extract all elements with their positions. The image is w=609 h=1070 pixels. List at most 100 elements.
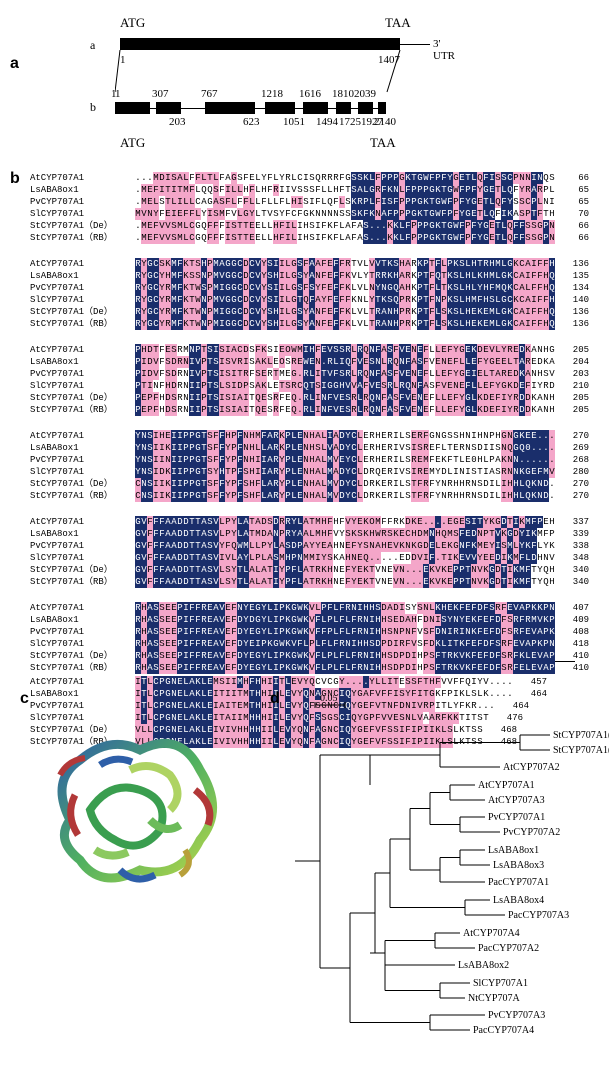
seq-content: GVFFFAADDTTASVLSYTLALATIYPFLATRKHNEFYEKT… — [135, 564, 555, 576]
seq-end-num: 337 — [559, 516, 589, 528]
seq-content: CNSIIKIIPPGTSFFYPFSHFLARYPLENHALMVDYCLDR… — [135, 478, 555, 490]
panel-d: d 0.05 StCYP707A1( De)StCYP707A1( RB)AtC… — [270, 690, 609, 1070]
exon-3 — [265, 102, 295, 114]
seq-content: YNSIHEIIPPGTSFFHPFNHMFARKPLENHALIADYCLER… — [135, 430, 555, 442]
seq-content: RYGCYHMFKSSNPMVGGCDCVYSHILGSYANFEFFKVLYT… — [135, 270, 555, 282]
seq-content: PTINFHDRNIIPTSLSIDPSAKLETSRCQTSIGGHVVAFV… — [135, 380, 555, 392]
seq-end-num: 270 — [559, 490, 589, 502]
seq-content: RYGCSKMFKTSHPMAGGCDCVYSIILGSFAAFEFFRTVLV… — [135, 258, 555, 270]
seq-end-num: 65 — [559, 196, 589, 208]
utr-label: 3' UTR — [433, 38, 455, 62]
seq-content: PEPFHDSRNIIPTSISIAITQESRFEQ.RLINFVESRLRQ… — [135, 392, 555, 404]
seq-row: PvCYP707A1YNSIINIIPPGTSFFYPFNHIIARYPLENH… — [30, 454, 599, 466]
exon-top-6: 2039 — [354, 88, 376, 100]
seq-name: LsABA8ox1 — [30, 270, 135, 282]
seq-content: .MEFVVSMLCGQFFFISTTEELLHFILIHSIFKFLAFAS.… — [135, 232, 555, 244]
alignment-block-3: AtCYP707A1YNSIHEIIPPGTSFFHPFNHMFARKPLENH… — [30, 430, 599, 502]
seq-row: AtCYP707A1PHDTFESRMNPTSISIACDSFKSIEOWMIH… — [30, 344, 599, 356]
seq-row: LsABA8ox1YNSIIKIIPPGTSFFYPFNHLLARKPLENHS… — [30, 442, 599, 454]
seq-row: PvCYP707A1RYGCYRMFKTWSPMIGGCDCVYSIILGSFS… — [30, 282, 599, 294]
seq-row: StCYP707A1（RB）CNSIIKIIPPGTSFFYPFSHFLARYP… — [30, 490, 599, 502]
seq-name: AtCYP707A1 — [30, 258, 135, 270]
exon-top-0: 1 — [111, 88, 117, 100]
seq-end-num: 210 — [559, 380, 589, 392]
seq-row: SlCYP707A1PTINFHDRNIIPTSLSIDPSAKLETSRCQT… — [30, 380, 599, 392]
panel-b: b AtCYP707A1...MDISALFFLTLFAGSFELYFLYRLC… — [10, 170, 599, 736]
tree-leaf-2: AtCYP707A2 — [503, 762, 560, 773]
seq-row: StCYP707A1（De）GVFFFAADDTTASVLSYTLALATIYP… — [30, 564, 599, 576]
seq-content: YNSIDKIIPPGTSYHTPFSHIIARYPLENHALMADYCLDR… — [135, 466, 555, 478]
seq-row: LsABA8ox1RYGCYHMFKSSNPMVGGCDCVYSHILGSYAN… — [30, 270, 599, 282]
seq-row: StCYP707A1（De）CNSIIKIIPPGTSFFYPFSHFLARYP… — [30, 478, 599, 490]
seq-row: AtCYP707A1GVFFFAADDTTASVLPYLATADSDRRYLAT… — [30, 516, 599, 528]
seq-name: SlCYP707A1 — [30, 208, 135, 220]
seq-name: PvCYP707A1 — [30, 282, 135, 294]
seq-name: LsABA8ox1 — [30, 184, 135, 196]
seq-row: StCYP707A1（RB）GVFFFAADDTTASVLSYTLALATIYP… — [30, 576, 599, 588]
seq-row: PvCYP707A1PIDVFSDRNIVPTSISITRFSERTMEG.RL… — [30, 368, 599, 380]
atg-top: ATG — [120, 15, 145, 31]
tree-leaf-12: AtCYP707A4 — [463, 928, 520, 939]
seq-row: LsABA8ox1.MEFITITMFLQQSFILLHFLHFRIIVSSSF… — [30, 184, 599, 196]
seq-end-num: 203 — [559, 368, 589, 380]
tree-leaf-18: PacCYP707A4 — [473, 1025, 534, 1036]
seq-name: PvCYP707A1 — [30, 196, 135, 208]
panel-a-label: a — [10, 55, 19, 73]
exon-top-1: 307 — [152, 88, 169, 100]
seq-content: ...MDISALFFLTLFAGSFELYFLYRLCISQRRRFGSSKL… — [135, 172, 555, 184]
tree-leaf-9: PacCYP707A1 — [488, 877, 549, 888]
exon-1 — [156, 102, 181, 114]
seq-content: RHASSEEPIFFREAVEFDYEGYLIPKGWKVFLPLFLFRNI… — [135, 662, 555, 674]
seq-content: RYGCYRMFKTWNPMIGGCDCVYSHILGSYANFEFFKLVLT… — [135, 318, 555, 330]
tree-leaf-4: AtCYP707A3 — [488, 795, 545, 806]
seq-name: StCYP707A1（De） — [30, 564, 135, 576]
seq-content: GVFFFAADDTTASVIVLAYLPLASMHPNMMIYSKAHNEQ.… — [135, 552, 555, 564]
exon-bot-7: 2140 — [374, 116, 396, 128]
seq-end-num: 135 — [559, 270, 589, 282]
exon-6 — [358, 102, 373, 114]
seq-row: LsABA8ox1RHASSEEPIFFREAVEFDYDGYLIPKGWKVF… — [30, 614, 599, 626]
alignment-block-2: AtCYP707A1PHDTFESRMNPTSISIACDSFKSIEOWMIH… — [30, 344, 599, 416]
cds-bar-a — [120, 38, 400, 50]
panel-b-label: b — [10, 170, 20, 188]
seq-row: SlCYP707A1RYGCYRMFKTWNPMVGGCDCVYSIILGTQF… — [30, 294, 599, 306]
exon-4 — [303, 102, 328, 114]
exon-7 — [378, 102, 386, 114]
alignment-block-5: AtCYP707A1RHASSEEPIFFREAVEFNYEGYLIPKGWKV… — [30, 602, 599, 662]
seq-row: StCYP707A1（RB）.MEFVVSMLCGQFFFISTTEELLHFI… — [30, 232, 599, 244]
tree-leaf-8: LsABA8ox3 — [493, 860, 544, 871]
seq-row: AtCYP707A1YNSIHEIIPPGTSFFHPFNHMFARKPLENH… — [30, 430, 599, 442]
seq-name: SlCYP707A1 — [30, 380, 135, 392]
seq-name: StCYP707A1（De） — [30, 306, 135, 318]
seq-name: AtCYP707A1 — [30, 516, 135, 528]
tree-leaf-17: PvCYP707A3 — [488, 1010, 545, 1021]
seq-end-num: 280 — [559, 466, 589, 478]
exon-bot-4: 1494 — [316, 116, 338, 128]
seq-content: RYGCYRMFKTWNPMIGGCDCVYSHILGSYANFEFFKLVLT… — [135, 306, 555, 318]
seq-name: PvCYP707A1 — [30, 626, 135, 638]
tree-leaf-16: NtCYP707A — [468, 993, 520, 1004]
seq-end-num: 205 — [559, 344, 589, 356]
seq-end-num: 66 — [559, 172, 589, 184]
seq-content: GVFFFAADDTTASVYFQWMLLPYLASDPAYYEAHNEFYSN… — [135, 540, 555, 552]
seq-row: AtCYP707A1ITLCPGNELAKLEMSIIMHFHHIITLEVYQ… — [30, 676, 599, 688]
seq-end-num: 66 — [559, 220, 589, 232]
seq-content: PIDVFSDRNIVPTSISVRISAKLEOSREWEN.RLIQFVES… — [135, 356, 555, 368]
alignment-block-0: AtCYP707A1...MDISALFFLTLFAGSFELYFLYRLCIS… — [30, 172, 599, 244]
sub-b: b — [90, 100, 96, 115]
seq-name: StCYP707A1（De） — [30, 478, 135, 490]
seq-content: GVFFFAADDTTASVLPYLATMDANPRYAALMHFVYSKSKH… — [135, 528, 555, 540]
seq-name: StCYP707A1（RB） — [30, 576, 135, 588]
seq-row: SlCYP707A1MVNYFEIEFFLYISMFVLGYLTVSYFCFGK… — [30, 208, 599, 220]
seq-end-num: 268 — [559, 454, 589, 466]
seq-name: StCYP707A1（RB） — [30, 232, 135, 244]
seq-end-num: 205 — [559, 404, 589, 416]
seq-row: AtCYP707A1RHASSEEPIFFREAVEFNYEGYLIPKGWKV… — [30, 602, 599, 614]
alignment-block-4: AtCYP707A1GVFFFAADDTTASVLPYLATADSDRRYLAT… — [30, 516, 599, 588]
seq-row: StCYP707A1（RB）RHASSEEPIFFREAVEFDYEGYLIPK… — [30, 662, 599, 674]
seq-content: ITLCPGNELAKLEMSIIMHFHHIITLEVYQCVCGY....Y… — [135, 676, 513, 688]
tree-leaf-3: AtCYP707A1 — [478, 780, 535, 791]
exon-2 — [205, 102, 255, 114]
panel-c: c — [20, 690, 250, 890]
seq-name: StCYP707A1（RB） — [30, 490, 135, 502]
